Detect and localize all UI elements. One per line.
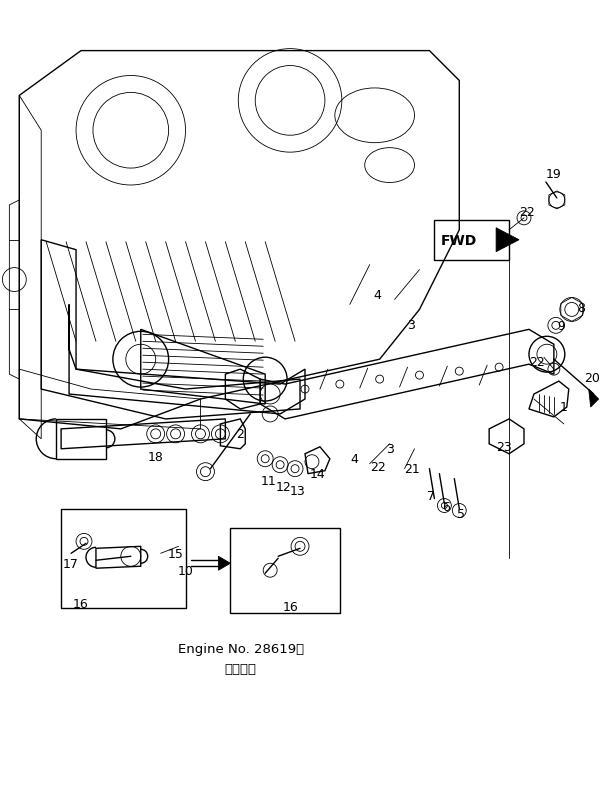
Text: 16: 16 [282,600,298,613]
Text: 14: 14 [310,468,326,480]
Text: 19: 19 [546,168,561,180]
Text: 適用号機: 適用号機 [225,662,257,675]
Polygon shape [219,557,230,570]
Text: 22: 22 [529,355,545,368]
Text: 1: 1 [560,401,568,414]
Text: 13: 13 [290,484,306,497]
Text: 22: 22 [519,206,535,219]
Text: 23: 23 [496,441,512,454]
Polygon shape [496,229,519,253]
Text: 9: 9 [557,319,565,333]
Polygon shape [589,390,599,407]
Text: 17: 17 [63,557,79,570]
Text: 6: 6 [442,500,450,513]
Text: 5: 5 [457,508,465,520]
Text: Engine No. 28619～: Engine No. 28619～ [178,642,304,655]
Text: 21: 21 [404,463,420,476]
Text: 8: 8 [577,302,585,314]
Text: 2: 2 [236,427,244,441]
Text: 11: 11 [260,475,276,488]
Text: 10: 10 [178,564,194,577]
Text: 12: 12 [275,480,291,493]
Text: 22: 22 [370,460,385,474]
Text: 4: 4 [351,452,359,466]
Text: 20: 20 [584,371,600,384]
Text: 4: 4 [374,289,382,302]
Text: 15: 15 [167,547,183,560]
Text: 18: 18 [148,451,164,464]
Text: 3: 3 [385,443,393,456]
Text: 7: 7 [428,489,435,502]
Text: 16: 16 [73,597,89,610]
Text: FWD: FWD [441,233,477,248]
Text: 3: 3 [407,318,415,331]
